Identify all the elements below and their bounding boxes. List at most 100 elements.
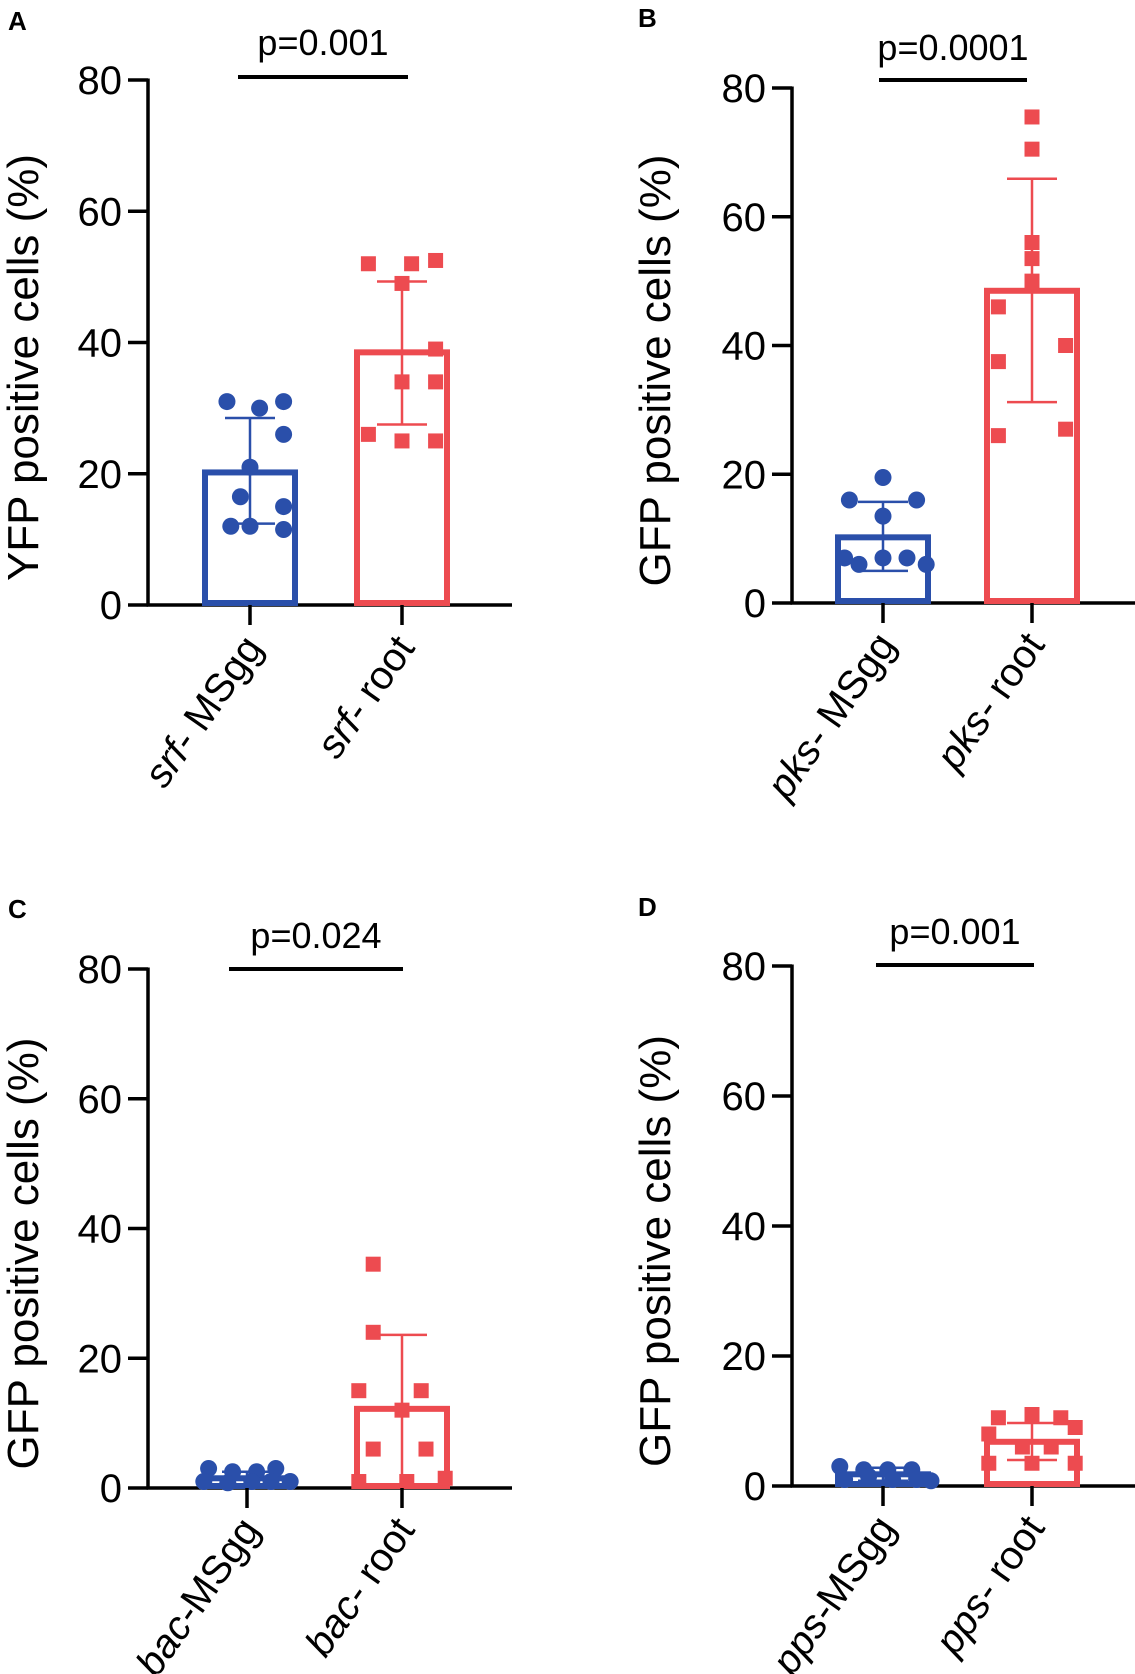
category-label: pps- root — [926, 1508, 1053, 1663]
y-tick-label: 80 — [78, 948, 123, 992]
data-point — [262, 1473, 280, 1491]
data-point — [1014, 1439, 1030, 1455]
data-point — [394, 433, 410, 449]
y-tick-label: 60 — [78, 190, 123, 234]
data-point — [981, 1426, 997, 1442]
y-tick-label: 80 — [722, 67, 767, 111]
y-axis-title: GFP positive cells (%) — [631, 1035, 680, 1467]
data-point — [1067, 1455, 1083, 1471]
p-value-label: p=0.001 — [257, 22, 388, 63]
p-value-label: p=0.024 — [250, 915, 381, 956]
data-point — [231, 488, 249, 506]
y-axis-title: GFP positive cells (%) — [631, 155, 680, 587]
data-point — [428, 252, 444, 268]
y-tick-label: 60 — [78, 1078, 123, 1122]
data-point — [267, 1460, 285, 1478]
data-point — [1024, 1407, 1040, 1422]
panel-c: C 0 20 40 60 80 GFP positive cells (%) p=0.024 b… — [0, 894, 512, 1674]
data-point — [437, 1470, 453, 1486]
panel-a: A 0 20 40 60 80 YFP positive cells (%) p=0.001 s… — [0, 6, 512, 795]
y-axis-title: GFP positive cells (%) — [0, 1038, 48, 1470]
data-point — [195, 1473, 213, 1491]
y-tick-label: 0 — [100, 584, 122, 628]
data-point — [351, 1474, 367, 1490]
category-label: pps-MSgg — [763, 1508, 904, 1674]
y-tick-label: 40 — [722, 325, 767, 369]
data-point — [1024, 251, 1040, 267]
data-point — [1067, 1420, 1083, 1435]
panel-letter: C — [8, 894, 27, 924]
data-point — [351, 1383, 367, 1399]
data-point — [1058, 338, 1074, 353]
y-tick-label: 20 — [78, 453, 123, 497]
y-tick-label: 0 — [744, 582, 766, 626]
data-point — [394, 374, 410, 390]
panel-letter: D — [638, 892, 657, 922]
data-point — [1053, 1410, 1069, 1426]
y-tick-label: 60 — [722, 196, 767, 240]
category-label-rest: MSgg — [169, 628, 271, 748]
data-point — [836, 549, 854, 567]
data-point — [917, 555, 935, 573]
data-point — [1024, 1455, 1040, 1471]
y-tick-label: 40 — [78, 322, 123, 366]
data-point — [275, 393, 293, 411]
data-point — [1024, 273, 1040, 289]
data-point — [990, 428, 1006, 444]
data-point — [428, 374, 444, 390]
data-point — [874, 507, 892, 525]
data-point — [200, 1460, 218, 1478]
y-tick-label: 20 — [78, 1337, 123, 1381]
y-tick-label: 0 — [100, 1467, 122, 1511]
panel-b: B 0 20 40 60 80 GFP positive cells (%) p=0.0001… — [631, 3, 1135, 808]
data-point — [860, 1467, 878, 1485]
category-label: bac-MSgg — [128, 1510, 269, 1674]
data-point — [922, 1472, 940, 1490]
data-point — [1043, 1439, 1059, 1455]
y-tick-label: 40 — [722, 1205, 767, 1249]
data-point — [981, 1455, 997, 1471]
category-label: pks- root — [927, 625, 1053, 779]
panel-letter: A — [8, 6, 27, 36]
data-point — [898, 549, 916, 567]
data-point — [365, 1324, 381, 1340]
data-point — [241, 517, 259, 535]
category-label: srf- root — [308, 628, 423, 766]
data-point — [1024, 109, 1040, 125]
data-point — [394, 275, 410, 291]
data-point — [990, 354, 1006, 370]
data-point — [884, 1471, 902, 1488]
data-point — [275, 425, 293, 443]
data-point — [281, 1473, 299, 1491]
data-point — [850, 555, 868, 573]
data-point — [831, 1458, 849, 1475]
data-point — [399, 1474, 415, 1490]
data-point — [218, 393, 236, 411]
p-value-label: p=0.001 — [889, 911, 1020, 952]
data-point — [428, 433, 444, 449]
data-point — [222, 517, 240, 535]
category-label-rest: MSgg — [808, 1508, 904, 1619]
data-point — [1024, 235, 1040, 250]
y-tick-label: 40 — [78, 1208, 123, 1252]
y-tick-label: 20 — [722, 1335, 767, 1379]
category-label: bac- root — [297, 1510, 424, 1665]
data-point — [1024, 141, 1040, 157]
category-label: pks- MSgg — [758, 625, 904, 808]
data-point — [275, 498, 293, 516]
data-point — [360, 256, 376, 272]
panel-d: D 0 20 40 60 80 GFP positive cells (%) p=0.001 p… — [631, 892, 1135, 1674]
category-label-rest: MSgg — [172, 1510, 268, 1621]
data-point — [874, 549, 892, 567]
data-point — [874, 468, 892, 486]
category-label-rest: MSgg — [802, 625, 904, 745]
data-point — [428, 341, 444, 357]
data-point — [243, 1473, 261, 1491]
data-point — [836, 1471, 854, 1488]
data-point — [418, 1441, 434, 1457]
data-point — [413, 1383, 429, 1399]
data-point — [990, 299, 1006, 315]
data-point — [990, 1410, 1006, 1426]
panel-letter: B — [638, 3, 657, 33]
data-point — [275, 521, 293, 539]
